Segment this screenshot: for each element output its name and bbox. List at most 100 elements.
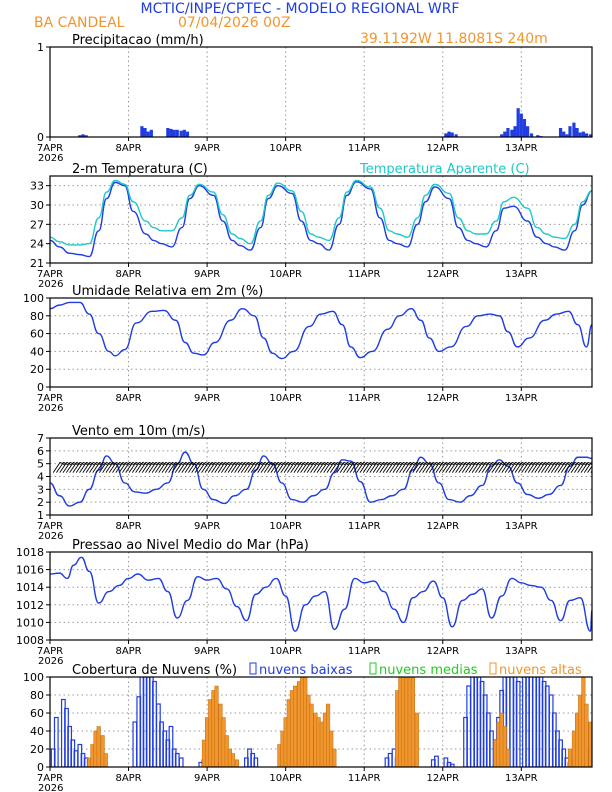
precip-bar: [500, 134, 504, 137]
x-tick-label: 13APR: [505, 269, 538, 280]
chart-panel-5: 0 20 40 60 80 100 7APR 8APR 9APR 10APR 11APR 12APR 1…: [23, 662, 593, 792]
precip-bar: [166, 128, 170, 137]
y-tick-label: 100: [23, 671, 44, 684]
header-coords: 39.1192W 11.8081S 240m: [360, 31, 548, 47]
wind-barb: [405, 462, 414, 473]
wind-barb: [432, 462, 440, 473]
wind-barb: [527, 462, 536, 473]
x-tick-label: 9APR: [194, 773, 220, 784]
legend-swatch-2: [489, 662, 497, 675]
wind-barb: [550, 462, 559, 473]
wind-barb: [366, 462, 374, 473]
precip-bar: [568, 126, 572, 137]
wind-barb: [118, 462, 127, 473]
cloud-bar-2: [502, 726, 507, 767]
wind-barb: [471, 462, 480, 473]
precip-bar: [454, 134, 458, 137]
wind-barb: [138, 462, 147, 473]
wind-barb: [323, 462, 332, 473]
wind-barb: [395, 462, 404, 473]
x-tick-label: 9APR: [194, 269, 220, 280]
wind-barb: [557, 462, 566, 473]
precip-bar: [182, 129, 186, 137]
x-tick-label: 12APR: [426, 646, 459, 657]
wind-barb: [583, 462, 592, 473]
wind-barb: [296, 462, 305, 473]
wind-barb: [306, 462, 315, 473]
wind-barb: [89, 462, 97, 473]
wind-barb: [65, 462, 74, 473]
wind-barb: [52, 462, 61, 473]
precip-bar: [562, 131, 566, 137]
wind-barb: [174, 462, 183, 473]
wind-barb-flag: [598, 462, 603, 465]
y-tick-label: 1016: [16, 564, 44, 577]
plot-frame: [49, 46, 593, 138]
series-line-0: [50, 556, 592, 632]
precip-bar: [140, 126, 144, 137]
x-tick-label: 12APR: [426, 143, 459, 154]
wind-barb: [514, 462, 523, 473]
wind-barb: [336, 462, 345, 473]
plot-frame: [49, 437, 593, 516]
wind-barb: [115, 462, 124, 473]
y-tick-label: 20: [30, 363, 44, 376]
wind-barb: [511, 462, 520, 473]
wind-barb: [574, 462, 582, 473]
wind-barb: [524, 462, 533, 473]
wind-barb: [273, 462, 282, 473]
x-tick-label: 13APR: [505, 393, 538, 404]
wind-barb: [580, 462, 589, 473]
wind-barb: [227, 462, 236, 473]
wind-barb: [349, 462, 358, 473]
x-tick-label: 7APR: [37, 269, 63, 280]
cloud-bar-2: [96, 726, 101, 767]
legend-label-2: nuvens altas: [499, 663, 582, 678]
plot-frame: [49, 297, 593, 388]
wind-barb: [484, 462, 493, 473]
wind-barb: [399, 462, 407, 473]
wind-barb: [221, 462, 229, 473]
x-tick-label: 10APR: [269, 393, 302, 404]
wind-barb: [207, 462, 216, 473]
wind-barb: [560, 462, 569, 473]
x-tick-label: 11APR: [348, 521, 381, 532]
cloud-bar-2: [410, 677, 415, 767]
plot-area: [78, 108, 592, 137]
x-tick-label: 12APR: [426, 269, 459, 280]
wind-barb: [418, 462, 427, 473]
wind-barb: [372, 462, 381, 473]
plot-area: [50, 179, 592, 258]
wind-barb: [438, 462, 447, 473]
cloud-bar-0: [544, 685, 550, 767]
header-run: 07/04/2026 00Z: [178, 15, 291, 31]
y-tick-label: 30: [30, 199, 44, 212]
precip-bar: [81, 134, 85, 137]
x-tick-label: 13APR: [505, 143, 538, 154]
wind-barb: [531, 462, 539, 473]
wind-barb: [151, 462, 160, 473]
precip-bar: [513, 126, 517, 137]
wind-barb: [141, 462, 150, 473]
precip-bar: [506, 128, 510, 137]
wind-barb: [290, 462, 299, 473]
cloud-bar-2: [234, 759, 240, 767]
wind-barb: [359, 462, 368, 473]
wind-barb: [379, 462, 388, 473]
wind-barb: [402, 462, 411, 473]
cloud-bar-0: [515, 680, 521, 767]
chart-panel-4: 1008 1010 1012 1014 1016 1018 7APR 8APR 9APR 10AP…: [16, 538, 593, 667]
wind-barb: [376, 462, 384, 473]
precip-bar: [510, 129, 514, 137]
y-tick-label: 20: [30, 743, 44, 756]
wind-barb: [204, 462, 213, 473]
x-tick-label: 13APR: [505, 773, 538, 784]
wind-barb: [313, 462, 322, 473]
wind-barb: [178, 462, 186, 473]
wind-barb: [95, 462, 104, 473]
wind-barb: [448, 462, 457, 473]
precip-bar: [565, 134, 569, 137]
y-tick-label: 80: [30, 310, 44, 323]
wind-barb: [108, 462, 117, 473]
precip-bar: [444, 133, 448, 137]
